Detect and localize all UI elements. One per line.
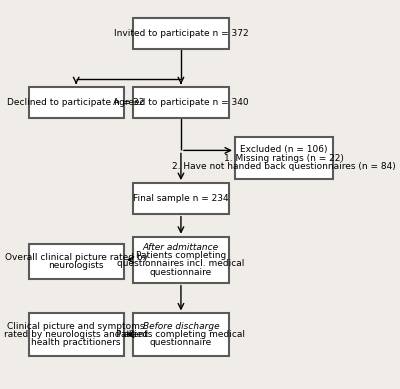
Text: questionnaire: questionnaire <box>150 338 212 347</box>
Text: Agreed to participate n = 340: Agreed to participate n = 340 <box>113 98 249 107</box>
FancyBboxPatch shape <box>133 237 228 283</box>
FancyBboxPatch shape <box>235 137 333 179</box>
Text: Before discharge: Before discharge <box>143 322 219 331</box>
FancyBboxPatch shape <box>28 314 124 356</box>
FancyBboxPatch shape <box>133 87 228 118</box>
FancyBboxPatch shape <box>133 314 228 356</box>
Text: Declined to participate n = 32: Declined to participate n = 32 <box>8 98 145 107</box>
Text: 2. Have not handed back questionnaires (n = 84): 2. Have not handed back questionnaires (… <box>172 162 396 171</box>
Text: health practitioners: health practitioners <box>32 338 121 347</box>
Text: Patients completing: Patients completing <box>136 251 226 260</box>
FancyBboxPatch shape <box>133 183 228 214</box>
Text: neurologists: neurologists <box>48 261 104 270</box>
Text: questionnaire: questionnaire <box>150 268 212 277</box>
Text: Clinical picture and symptoms: Clinical picture and symptoms <box>8 322 145 331</box>
Text: Excluded (n = 106): Excluded (n = 106) <box>240 145 328 154</box>
Text: After admittance: After admittance <box>143 242 219 252</box>
Text: rated by neurologists and allied: rated by neurologists and allied <box>4 330 148 339</box>
FancyBboxPatch shape <box>133 18 228 49</box>
Text: Overall clinical picture rated by: Overall clinical picture rated by <box>5 253 148 262</box>
Text: Final sample n = 234: Final sample n = 234 <box>133 194 229 203</box>
FancyBboxPatch shape <box>28 244 124 279</box>
Text: Invited to participate n = 372: Invited to participate n = 372 <box>114 29 248 38</box>
Text: Patients completing medical: Patients completing medical <box>116 330 246 339</box>
Text: 1. Missing ratings (n = 22): 1. Missing ratings (n = 22) <box>224 154 344 163</box>
FancyBboxPatch shape <box>28 87 124 118</box>
Text: questionnaires incl. medical: questionnaires incl. medical <box>117 259 245 268</box>
